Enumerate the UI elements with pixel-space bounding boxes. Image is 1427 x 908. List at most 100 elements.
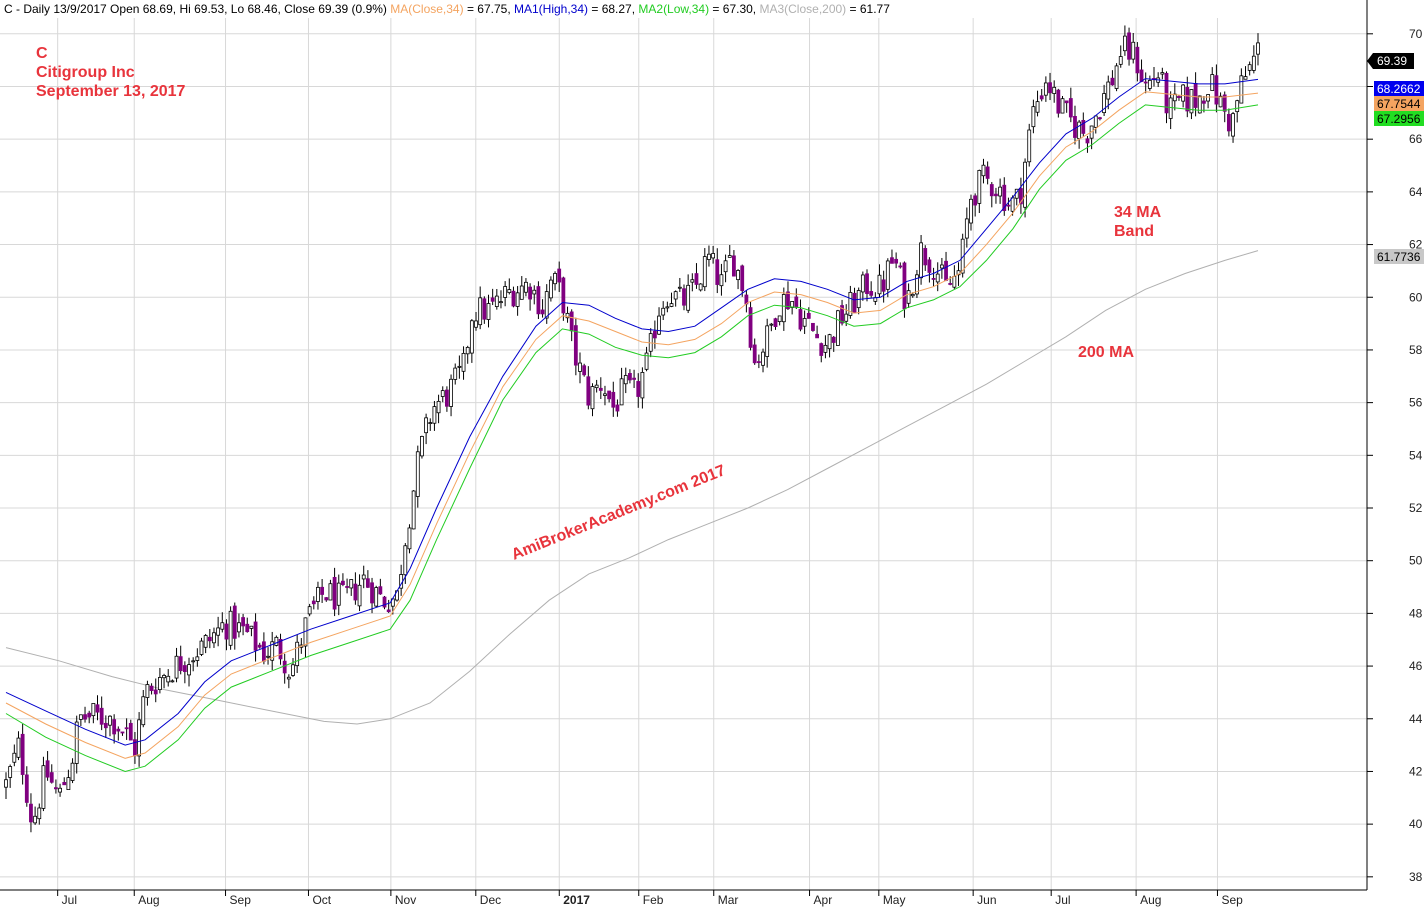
candle-body: [702, 256, 707, 288]
band-annotation-line1: 34 MA: [1114, 204, 1162, 221]
ma3-tag-text: 61.7736: [1377, 250, 1421, 264]
header-ma-label: MA(Close,34): [390, 2, 463, 16]
candle-body: [228, 610, 233, 646]
candle-body: [328, 583, 333, 601]
candle-body: [1172, 93, 1177, 102]
candle-body: [1185, 86, 1190, 112]
candle-body: [1110, 77, 1115, 86]
candle-body: [1168, 97, 1173, 119]
candle-body: [320, 586, 325, 595]
candle-body: [964, 218, 969, 239]
candle-body: [636, 381, 641, 397]
candle-body: [365, 578, 370, 588]
candle-body: [919, 242, 923, 279]
candle-body: [1243, 76, 1248, 80]
candle-body: [528, 286, 532, 300]
candle-body: [33, 815, 38, 824]
candle-body: [29, 803, 33, 823]
candle-body: [1256, 42, 1260, 55]
candle-body: [353, 583, 358, 601]
x-tick-label: Sep: [230, 893, 252, 907]
y-tick-label: 46: [1409, 659, 1423, 673]
candle-body: [715, 259, 720, 285]
candle-body: [1147, 79, 1152, 89]
candle-body: [1122, 35, 1127, 52]
date-title: September 13, 2017: [36, 83, 186, 100]
candle-body: [187, 664, 191, 676]
candle-body: [781, 294, 786, 323]
candle-body: [108, 715, 112, 726]
candle-body: [324, 597, 329, 601]
candle-body: [345, 586, 349, 588]
candle-body: [1002, 184, 1007, 211]
candle-body: [935, 273, 940, 283]
candle-body: [1181, 84, 1186, 102]
header-ma1-label: MA1(High,34): [514, 2, 588, 16]
candle-body: [960, 238, 965, 274]
y-tick-label: 38: [1409, 870, 1423, 884]
candle-body: [586, 376, 591, 406]
candle-body: [66, 777, 71, 790]
candle-body: [341, 580, 345, 585]
header-ma1-value: = 68.27,: [588, 2, 638, 16]
candle-body: [915, 274, 919, 295]
header-ma2-value: = 67.30,: [709, 2, 759, 16]
candle-body: [1073, 116, 1077, 138]
candle-body: [682, 288, 686, 306]
candle-body: [923, 248, 928, 266]
candle-body: [1197, 95, 1202, 114]
candle-body: [224, 623, 229, 640]
x-tick-label: Nov: [395, 893, 416, 907]
candle-body: [282, 660, 287, 674]
candle-body: [519, 285, 524, 300]
candle-body: [424, 417, 429, 434]
candle-body: [652, 330, 657, 339]
candle-body: [1239, 75, 1244, 104]
x-tick-label: Dec: [480, 893, 501, 907]
candle-body: [989, 184, 994, 197]
candle-body: [677, 286, 682, 289]
header-ma3-label: MA3(Close,200): [759, 2, 846, 16]
candle-body: [1251, 55, 1256, 71]
candle-body: [78, 714, 83, 720]
candle-body: [291, 664, 295, 676]
candle-body: [590, 386, 595, 410]
candle-body: [827, 334, 832, 350]
candle-body: [486, 303, 491, 320]
candle-body: [669, 303, 674, 307]
candle-body: [266, 655, 270, 658]
y-tick-label: 44: [1409, 712, 1423, 726]
ma-close-line: [5, 91, 1259, 759]
candle-body: [985, 166, 990, 179]
candle-body: [640, 372, 645, 399]
candle-body: [902, 262, 907, 310]
candle-body: [569, 311, 574, 332]
y-tick-label: 70: [1409, 27, 1423, 41]
candle-body: [274, 636, 279, 646]
candle-body: [191, 660, 196, 663]
candle-body: [594, 384, 599, 389]
candle-body: [232, 605, 237, 639]
ma-low-line: [5, 104, 1259, 773]
ma-high-line: [5, 78, 1259, 746]
ma2-tag: 67.2956: [1374, 111, 1424, 126]
candle-body: [952, 275, 957, 288]
candle-body: [386, 609, 391, 613]
candle-body: [977, 170, 982, 204]
candle-body: [195, 656, 200, 661]
candle-body: [752, 344, 757, 364]
candle-body: [174, 655, 179, 679]
candle-body: [1214, 75, 1219, 105]
candle-body: [1068, 98, 1073, 118]
candle-body: [536, 286, 541, 315]
candle-body: [374, 587, 379, 607]
candle-body: [1019, 188, 1023, 205]
candle-body: [357, 584, 362, 607]
candle-body: [1006, 204, 1011, 207]
candle-body: [1060, 98, 1065, 114]
candle-body: [773, 318, 778, 328]
candle-body: [1189, 89, 1194, 114]
candle-body: [295, 641, 300, 667]
candle-body: [482, 298, 487, 320]
candle-body: [407, 527, 412, 550]
